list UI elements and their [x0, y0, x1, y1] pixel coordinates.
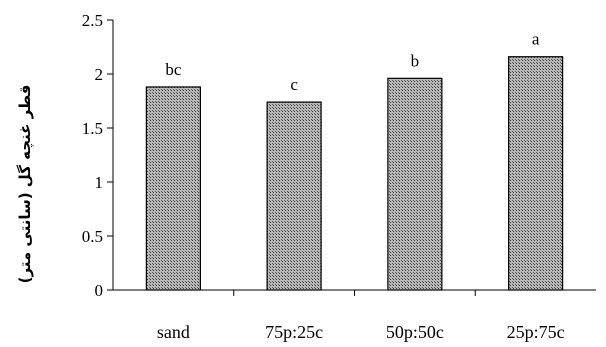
- bar-50p-50c: [387, 77, 443, 291]
- x-tick-label: sand: [157, 322, 190, 342]
- bars: [145, 56, 564, 291]
- x-tick-label: 50p:50c: [386, 322, 444, 342]
- y-axis: 0 0.5 1 1.5 2 2.5: [82, 11, 114, 300]
- significance-labels: bc c b a: [165, 30, 540, 94]
- bar-25p-75c: [508, 56, 564, 291]
- x-tick-label: 25p:75c: [507, 322, 565, 342]
- x-axis: sand 75p:25c 50p:50c 25p:75c: [113, 289, 596, 342]
- significance-letter: b: [411, 51, 420, 70]
- significance-letter: a: [532, 30, 540, 49]
- y-tick-label: 2: [95, 65, 104, 84]
- y-tick-label: 0.5: [82, 227, 103, 246]
- y-tick-label: 2.5: [82, 11, 103, 30]
- x-tick-label: 75p:25c: [265, 322, 323, 342]
- bar-sand: [145, 86, 201, 291]
- y-tick-label: 1.5: [82, 119, 103, 138]
- y-tick-label: 0: [95, 281, 104, 300]
- significance-letter: bc: [165, 60, 182, 79]
- y-tick-label: 1: [95, 173, 104, 192]
- y-axis-label: قطر غنچه گل (سانتی متر): [16, 85, 35, 284]
- significance-letter: c: [290, 75, 298, 94]
- bar-75p-25c: [266, 101, 322, 291]
